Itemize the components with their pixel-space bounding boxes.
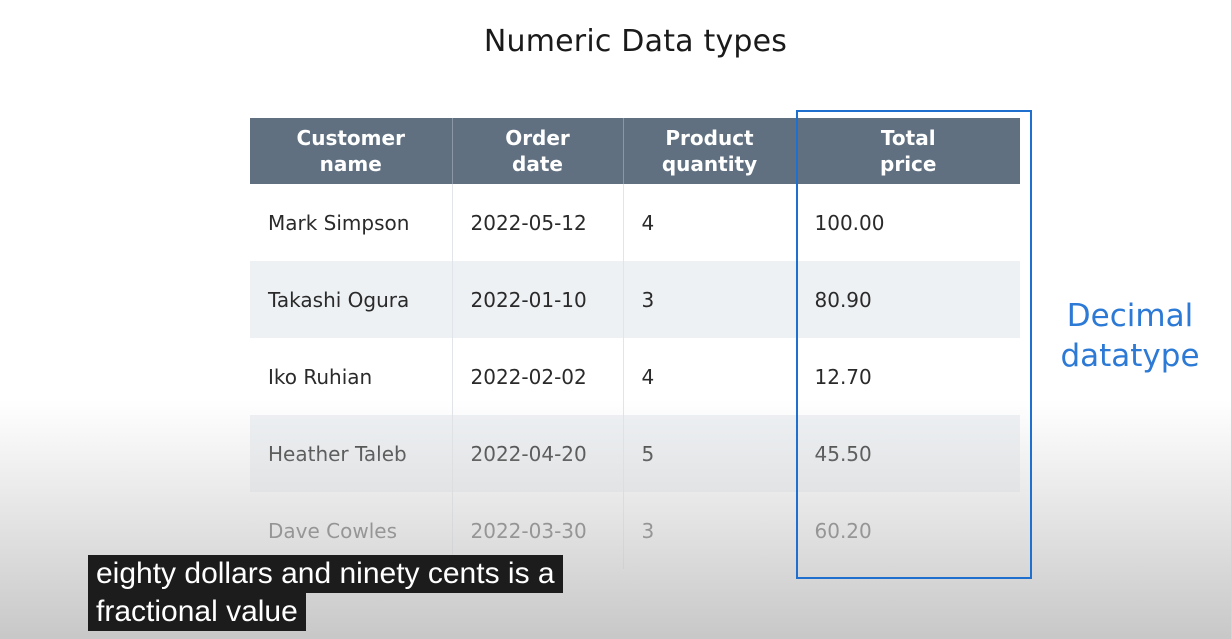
cell-order-date: 2022-05-12 [452,184,624,261]
header-product-quantity: Product quantity [623,118,797,184]
cell-customer-name: Takashi Ogura [250,261,453,338]
cell-order-date: 2022-01-10 [452,261,624,338]
cell-product-quantity: 4 [623,184,797,261]
header-order-date-line2: date [512,152,563,176]
cell-customer-name: Mark Simpson [250,184,453,261]
header-order-date: Order date [452,118,624,184]
cell-total-price: 80.90 [796,261,1020,338]
header-row: Customer name Order date Product quantit… [250,118,1020,184]
cell-product-quantity: 4 [623,338,797,415]
cell-product-quantity: 3 [623,492,797,569]
decimal-datatype-label-line2: datatype [1060,338,1200,374]
slide-title: Numeric Data types [483,24,788,59]
header-total-price-line2: price [880,152,937,176]
header-customer-name-line1: Customer [296,126,405,150]
cell-order-date: 2022-02-02 [452,338,624,415]
header-product-quantity-line2: quantity [661,152,758,176]
total-price-highlight-box [796,110,1032,579]
table-row: Takashi Ogura 2022-01-10 3 80.90 [250,261,1020,338]
header-product-quantity-line1: Product [665,126,754,150]
cell-total-price: 100.00 [796,184,1020,261]
header-customer-name: Customer name [250,118,453,184]
cell-product-quantity: 5 [623,415,797,492]
decimal-datatype-label: Decimal datatype [1050,296,1210,376]
table-row: Mark Simpson 2022-05-12 4 100.00 [250,184,1020,261]
header-customer-name-line2: name [319,152,382,176]
table-header: Customer name Order date Product quantit… [250,118,1020,184]
cell-customer-name: Heather Taleb [250,415,453,492]
header-total-price-line1: Total [880,126,936,150]
decimal-datatype-label-line1: Decimal [1066,298,1194,334]
cell-customer-name: Iko Ruhian [250,338,453,415]
header-order-date-line1: Order [505,126,570,150]
caption-line-1: eighty dollars and ninety cents is a [88,555,563,593]
caption-line-2: fractional value [88,593,306,631]
cell-product-quantity: 3 [623,261,797,338]
header-total-price: Total price [796,118,1020,184]
cell-order-date: 2022-04-20 [452,415,624,492]
video-caption: eighty dollars and ninety cents is a fra… [88,555,563,631]
